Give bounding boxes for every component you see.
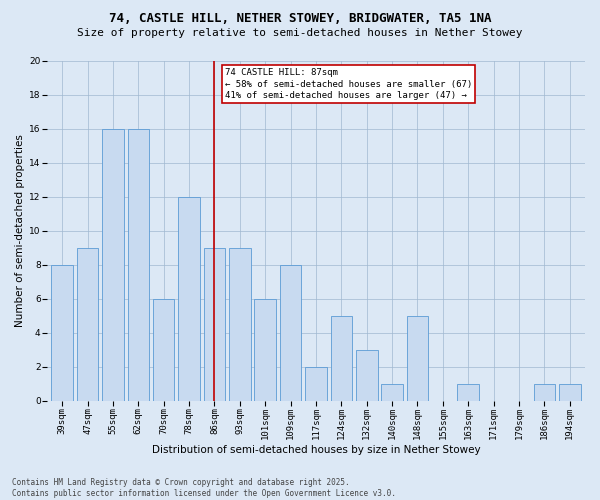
Bar bbox=[559, 384, 581, 401]
Bar bbox=[457, 384, 479, 401]
Text: 74 CASTLE HILL: 87sqm
← 58% of semi-detached houses are smaller (67)
41% of semi: 74 CASTLE HILL: 87sqm ← 58% of semi-deta… bbox=[224, 68, 472, 100]
Text: 74, CASTLE HILL, NETHER STOWEY, BRIDGWATER, TA5 1NA: 74, CASTLE HILL, NETHER STOWEY, BRIDGWAT… bbox=[109, 12, 491, 26]
Y-axis label: Number of semi-detached properties: Number of semi-detached properties bbox=[15, 134, 25, 328]
Bar bbox=[331, 316, 352, 401]
Text: Contains HM Land Registry data © Crown copyright and database right 2025.
Contai: Contains HM Land Registry data © Crown c… bbox=[12, 478, 396, 498]
Bar bbox=[407, 316, 428, 401]
Bar bbox=[280, 265, 301, 401]
Bar bbox=[153, 299, 175, 401]
Bar bbox=[77, 248, 98, 401]
Bar bbox=[533, 384, 555, 401]
Bar bbox=[203, 248, 225, 401]
Bar bbox=[102, 129, 124, 401]
Bar bbox=[52, 265, 73, 401]
Bar bbox=[178, 197, 200, 401]
Bar bbox=[229, 248, 251, 401]
Text: Size of property relative to semi-detached houses in Nether Stowey: Size of property relative to semi-detach… bbox=[77, 28, 523, 38]
X-axis label: Distribution of semi-detached houses by size in Nether Stowey: Distribution of semi-detached houses by … bbox=[152, 445, 480, 455]
Bar bbox=[356, 350, 377, 401]
Bar bbox=[382, 384, 403, 401]
Bar bbox=[305, 367, 327, 401]
Bar bbox=[254, 299, 276, 401]
Bar bbox=[128, 129, 149, 401]
